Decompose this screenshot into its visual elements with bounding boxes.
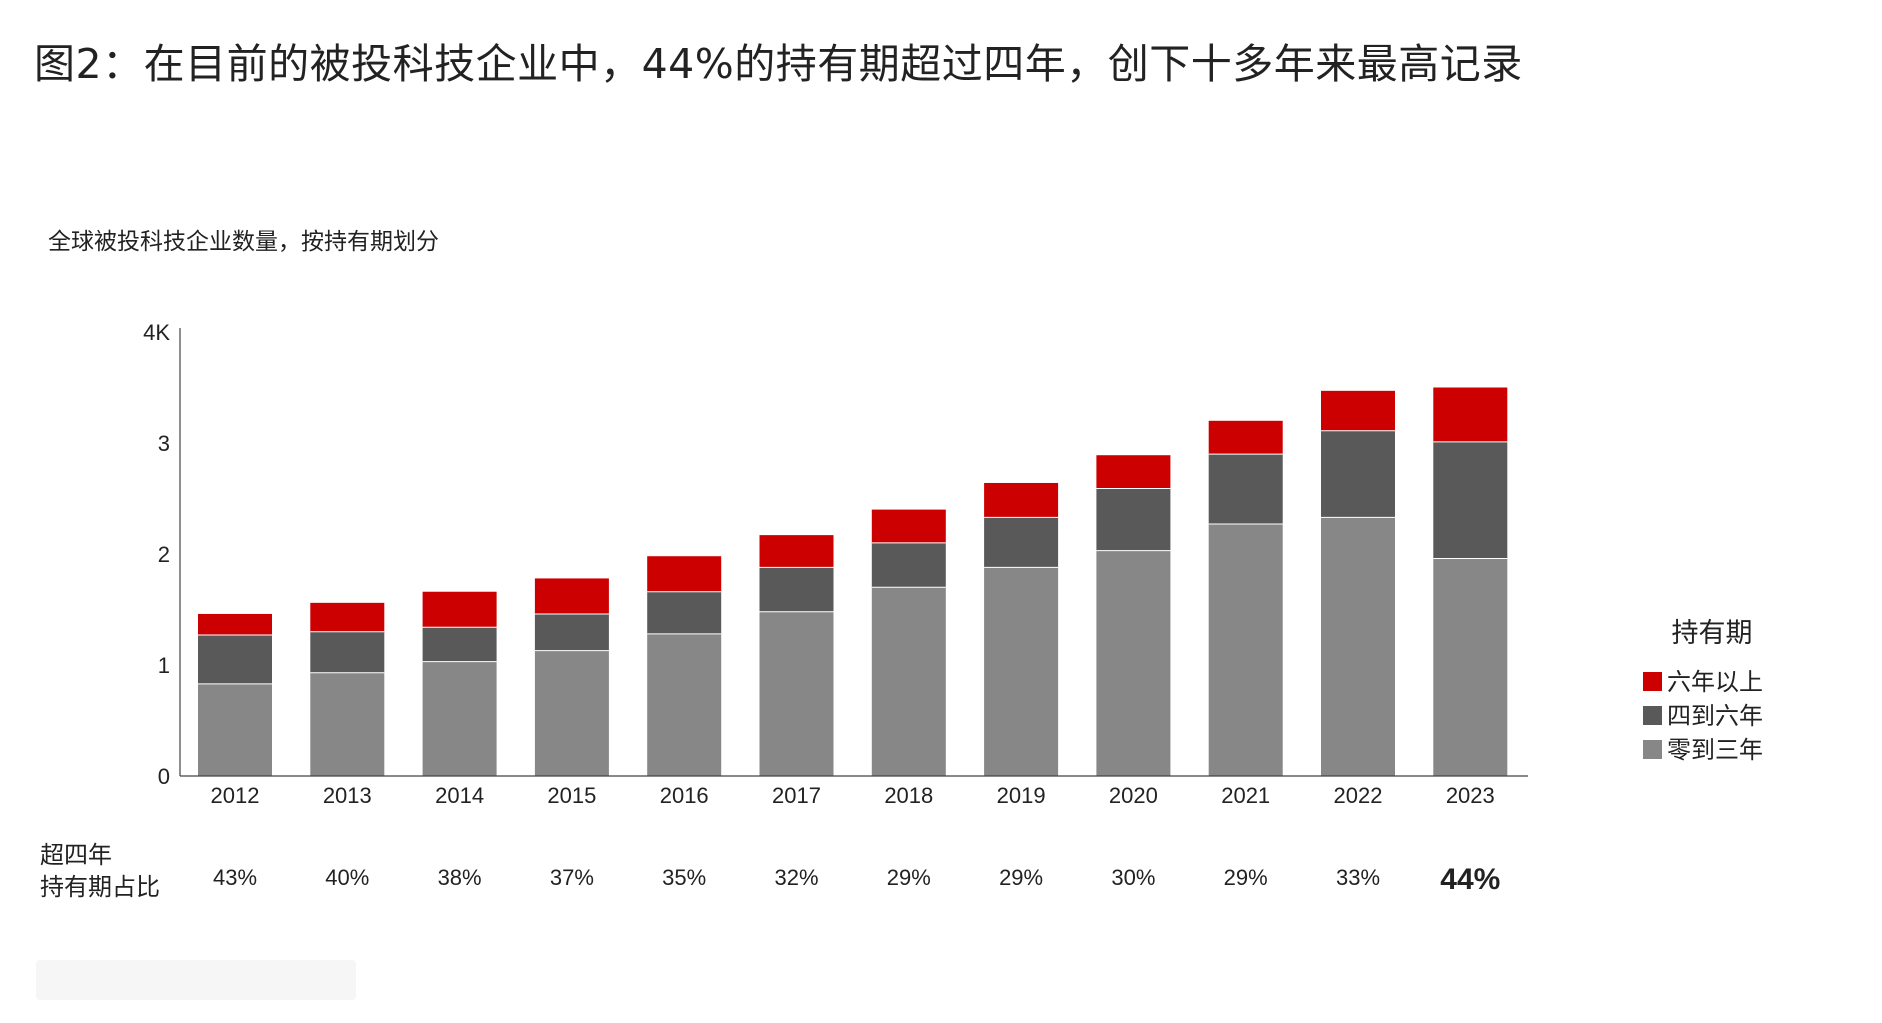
y-tick-2: 2 (158, 542, 170, 567)
bar-2016-四到六年 (647, 591, 722, 634)
share-value-2013: 40% (325, 865, 369, 890)
bar-2017-六年以上 (759, 535, 834, 568)
share-value-2020: 30% (1111, 865, 1155, 890)
chart-subtitle: 全球被投科技企业数量，按持有期划分 (48, 229, 439, 255)
page-title: 图2：在目前的被投科技企业中，44%的持有期超过四年，创下十多年来最高记录 (34, 40, 1523, 88)
bar-2021-零到三年 (1208, 524, 1283, 776)
bar-2012-四到六年 (198, 635, 272, 684)
share-value-2018: 29% (887, 865, 931, 890)
y-tick-4K: 4K (143, 320, 170, 345)
x-tick-2018: 2018 (884, 783, 933, 808)
blurred-source-note (36, 960, 356, 1000)
bar-2019-六年以上 (984, 482, 1059, 518)
bar-2018-六年以上 (871, 509, 946, 543)
share-value-2022: 33% (1336, 865, 1380, 890)
legend-title: 持有期 (1672, 618, 1753, 649)
share-value-2016: 35% (662, 865, 706, 890)
bar-2016-六年以上 (647, 556, 722, 592)
x-tick-2020: 2020 (1109, 783, 1158, 808)
bar-2022-零到三年 (1321, 517, 1395, 776)
bar-2022-四到六年 (1321, 430, 1395, 518)
bar-2020-零到三年 (1096, 550, 1171, 776)
x-tick-2012: 2012 (211, 783, 260, 808)
bar-2019-零到三年 (984, 567, 1059, 776)
bar-2015-六年以上 (534, 578, 609, 614)
x-tick-2014: 2014 (435, 783, 484, 808)
bar-2020-六年以上 (1096, 455, 1171, 489)
x-tick-2023: 2023 (1446, 783, 1495, 808)
legend-swatch-六年以上 (1643, 672, 1662, 691)
share-value-2017: 32% (774, 865, 818, 890)
legend-label-六年以上: 六年以上 (1667, 668, 1763, 696)
y-tick-1: 1 (158, 653, 170, 678)
share-row-label-line2: 持有期占比 (40, 873, 160, 901)
bars-layer (198, 387, 1508, 776)
legend-swatch-零到三年 (1643, 740, 1662, 759)
bar-2015-零到三年 (534, 650, 609, 776)
bar-2012-六年以上 (198, 613, 272, 636)
x-tick-2013: 2013 (323, 783, 372, 808)
x-tick-2015: 2015 (547, 783, 596, 808)
bar-2021-四到六年 (1208, 454, 1283, 525)
bar-2013-四到六年 (310, 631, 385, 673)
bar-2014-零到三年 (422, 661, 497, 776)
bar-2014-六年以上 (422, 591, 497, 628)
bar-2019-四到六年 (984, 517, 1059, 568)
x-tick-2021: 2021 (1221, 783, 1270, 808)
share-row-label-line1: 超四年 (40, 841, 112, 869)
bar-2013-零到三年 (310, 672, 385, 776)
x-tick-2016: 2016 (660, 783, 709, 808)
axes-layer: 2012 2013 2014 2015 2016 2017 2018 2019 2020 2021… (143, 320, 1528, 808)
x-tick-2022: 2022 (1334, 783, 1383, 808)
bar-2021-六年以上 (1208, 420, 1283, 455)
bar-2014-四到六年 (422, 627, 497, 662)
y-tick-0: 0 (158, 764, 170, 789)
bar-2022-六年以上 (1321, 390, 1395, 431)
bar-2015-四到六年 (534, 613, 609, 651)
bar-2017-零到三年 (759, 611, 834, 776)
share-value-2015: 37% (550, 865, 594, 890)
bar-2012-零到三年 (198, 683, 272, 776)
share-value-2023: 44% (1440, 863, 1500, 896)
bar-2018-零到三年 (871, 587, 946, 776)
x-tick-2017: 2017 (772, 783, 821, 808)
bar-2020-四到六年 (1096, 488, 1171, 551)
bar-2023-四到六年 (1433, 441, 1508, 559)
bar-2016-零到三年 (647, 633, 722, 776)
bar-2023-六年以上 (1433, 387, 1508, 442)
bar-2018-四到六年 (871, 542, 946, 588)
bar-2023-零到三年 (1433, 558, 1508, 776)
legend-label-零到三年: 零到三年 (1667, 736, 1763, 764)
share-value-2014: 38% (438, 865, 482, 890)
x-tick-2019: 2019 (997, 783, 1046, 808)
share-value-2021: 29% (1224, 865, 1268, 890)
bar-2017-四到六年 (759, 567, 834, 612)
legend-label-四到六年: 四到六年 (1667, 702, 1763, 730)
share-value-2012: 43% (213, 865, 257, 890)
share-value-2019: 29% (999, 865, 1043, 890)
legend-swatch-四到六年 (1643, 706, 1662, 725)
y-tick-3: 3 (158, 431, 170, 456)
bar-2013-六年以上 (310, 602, 385, 632)
